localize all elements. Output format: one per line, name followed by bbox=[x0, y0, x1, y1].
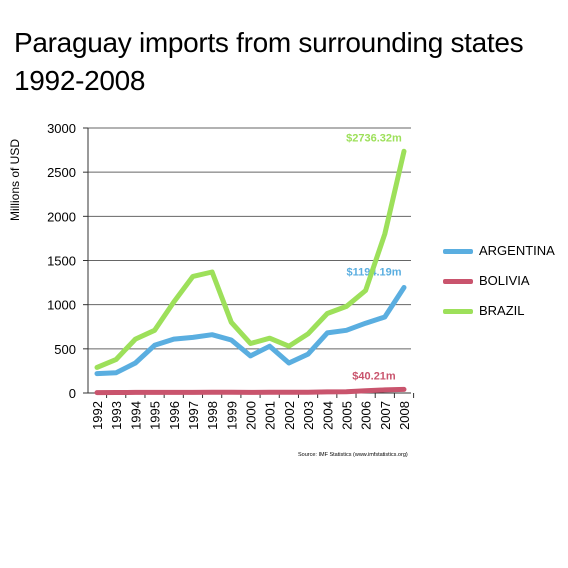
x-tick-label: 1994 bbox=[128, 401, 143, 430]
series-line-brazil bbox=[94, 148, 407, 370]
y-tick-label: 1000 bbox=[47, 298, 76, 313]
x-tick-label: 2001 bbox=[263, 401, 278, 430]
legend-swatch-brazil bbox=[443, 309, 473, 314]
x-tick-label: 2002 bbox=[282, 401, 297, 430]
x-tick-label: 1997 bbox=[186, 401, 201, 430]
x-tick-label: 1996 bbox=[167, 401, 182, 430]
legend-item-bolivia: BOLIVIA bbox=[443, 272, 563, 292]
x-tick-label: 2007 bbox=[378, 401, 393, 430]
legend-item-argentina: ARGENTINA bbox=[443, 242, 563, 262]
y-tick-label: 2500 bbox=[47, 165, 76, 180]
legend-item-brazil: BRAZIL bbox=[443, 302, 563, 322]
legend-label-brazil: BRAZIL bbox=[479, 303, 525, 318]
end-value-label-bolivia: $40.21m bbox=[352, 370, 396, 382]
x-tick-label: 2003 bbox=[301, 401, 316, 430]
series-line-argentina bbox=[94, 285, 407, 377]
x-tick-label: 1992 bbox=[90, 401, 105, 430]
y-tick-label: 1500 bbox=[47, 254, 76, 269]
legend: ARGENTINA BOLIVIA BRAZIL bbox=[443, 242, 563, 332]
x-tick-label: 2006 bbox=[359, 401, 374, 430]
chart-title: Paraguay imports from surrounding states… bbox=[14, 27, 524, 96]
y-tick-label: 2000 bbox=[47, 209, 76, 224]
source-note: Source: IMF Statistics (www.imfstatistic… bbox=[298, 452, 408, 458]
x-tick-label: 1998 bbox=[205, 401, 220, 430]
x-tick-label: 1993 bbox=[109, 401, 124, 430]
y-tick-label: 0 bbox=[69, 386, 76, 401]
end-value-label-brazil: $2736.32m bbox=[346, 132, 402, 144]
x-tick-label: 2004 bbox=[320, 401, 335, 430]
x-tick-label: 2000 bbox=[244, 401, 259, 430]
legend-label-bolivia: BOLIVIA bbox=[479, 273, 530, 288]
y-tick-label: 3000 bbox=[47, 121, 76, 136]
legend-swatch-argentina bbox=[443, 249, 473, 254]
y-tick-label: 500 bbox=[54, 342, 76, 357]
x-tick-label: 1999 bbox=[224, 401, 239, 430]
legend-swatch-bolivia bbox=[443, 279, 473, 284]
legend-label-argentina: ARGENTINA bbox=[479, 243, 555, 258]
x-tick-label: 1995 bbox=[148, 401, 163, 430]
x-tick-label: 2008 bbox=[397, 401, 412, 430]
x-tick-label: 2005 bbox=[339, 401, 354, 430]
series-line-bolivia bbox=[94, 386, 407, 396]
